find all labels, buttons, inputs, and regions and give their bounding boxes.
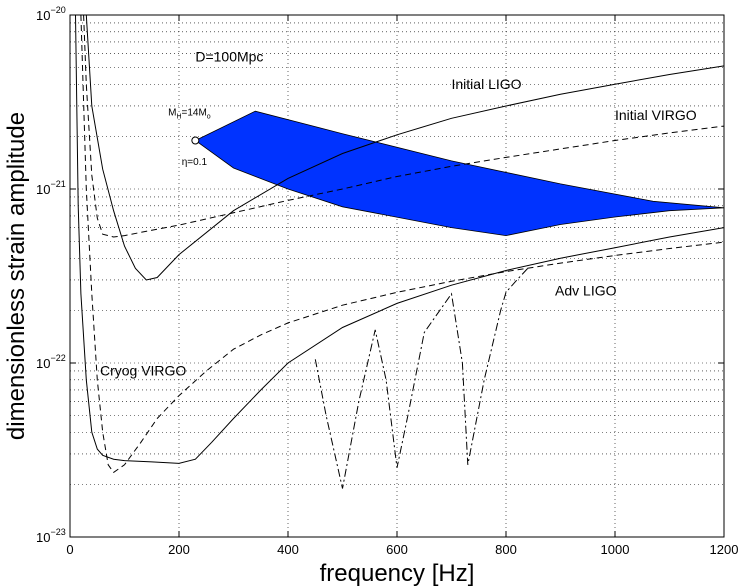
series-line [83,14,725,238]
x-tick-label: 0 [66,542,73,557]
x-tick-label: 600 [386,542,408,557]
series-line [75,14,725,464]
annotations: D=100Mpc Initial LIGO Initial VIRGO Adv LIG… [100,49,697,379]
ticks: 0 200 400 600 800 1000 1200 10−23 10−22 10−21 10−2… [36,5,738,557]
series-line [85,14,725,281]
annotation-label: Initial LIGO [452,76,522,92]
x-tick-label: 1000 [601,542,630,557]
x-tick-label: 200 [168,542,190,557]
series-line [80,14,725,474]
y-tick-label: 10−21 [36,179,66,197]
y-tick-label: 10−20 [36,5,66,23]
y-tick-label: 10−22 [36,353,66,371]
mass-label: MH=14Mo [168,107,211,120]
series-line [314,267,529,489]
x-tick-label: 400 [277,542,299,557]
x-tick-label: 1200 [710,542,739,557]
annotation-label: Adv LIGO [555,282,617,298]
annotation-label: η=0.1 [182,157,208,168]
annotation-label: D=100Mpc [195,49,263,65]
y-axis-label: dimensionless strain amplitude [3,112,30,440]
x-axis-label: frequency [Hz] [320,560,475,586]
mass-range-band [194,110,725,237]
start-marker [191,136,200,145]
series-layer [75,14,725,489]
annotation-label: Initial VIRGO [615,107,697,123]
annotation-label: Cryog VIRGO [100,362,186,378]
y-tick-label: 10−23 [36,527,66,545]
band-layer [194,110,725,237]
x-tick-label: 800 [495,542,517,557]
